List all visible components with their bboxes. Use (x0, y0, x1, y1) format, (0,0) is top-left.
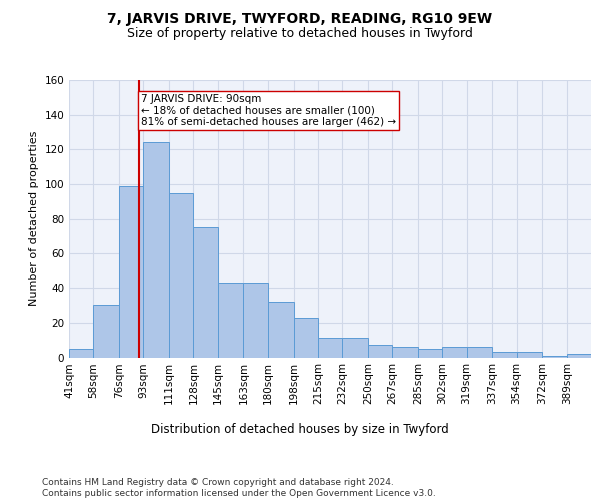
Bar (94, 306, 119, 358)
Bar (467, 347, 493, 358)
Bar (493, 352, 517, 358)
Bar (143, 142, 169, 358)
Bar (442, 347, 467, 358)
Bar (119, 186, 143, 358)
Bar (169, 192, 193, 358)
Bar (268, 302, 293, 358)
Bar (368, 346, 392, 358)
Bar (69, 349, 94, 358)
Bar (193, 228, 218, 358)
Bar (418, 349, 442, 358)
Bar (218, 283, 244, 358)
Text: Distribution of detached houses by size in Twyford: Distribution of detached houses by size … (151, 422, 449, 436)
Bar (392, 347, 418, 358)
Y-axis label: Number of detached properties: Number of detached properties (29, 131, 39, 306)
Bar (293, 318, 318, 358)
Bar (244, 283, 268, 358)
Bar (342, 338, 368, 357)
Text: 7 JARVIS DRIVE: 90sqm
← 18% of detached houses are smaller (100)
81% of semi-det: 7 JARVIS DRIVE: 90sqm ← 18% of detached … (141, 94, 397, 127)
Text: Size of property relative to detached houses in Twyford: Size of property relative to detached ho… (127, 28, 473, 40)
Bar (542, 356, 566, 358)
Bar (517, 352, 542, 358)
Text: Contains HM Land Registry data © Crown copyright and database right 2024.
Contai: Contains HM Land Registry data © Crown c… (42, 478, 436, 498)
Bar (318, 338, 342, 357)
Bar (566, 354, 591, 358)
Text: 7, JARVIS DRIVE, TWYFORD, READING, RG10 9EW: 7, JARVIS DRIVE, TWYFORD, READING, RG10 … (107, 12, 493, 26)
